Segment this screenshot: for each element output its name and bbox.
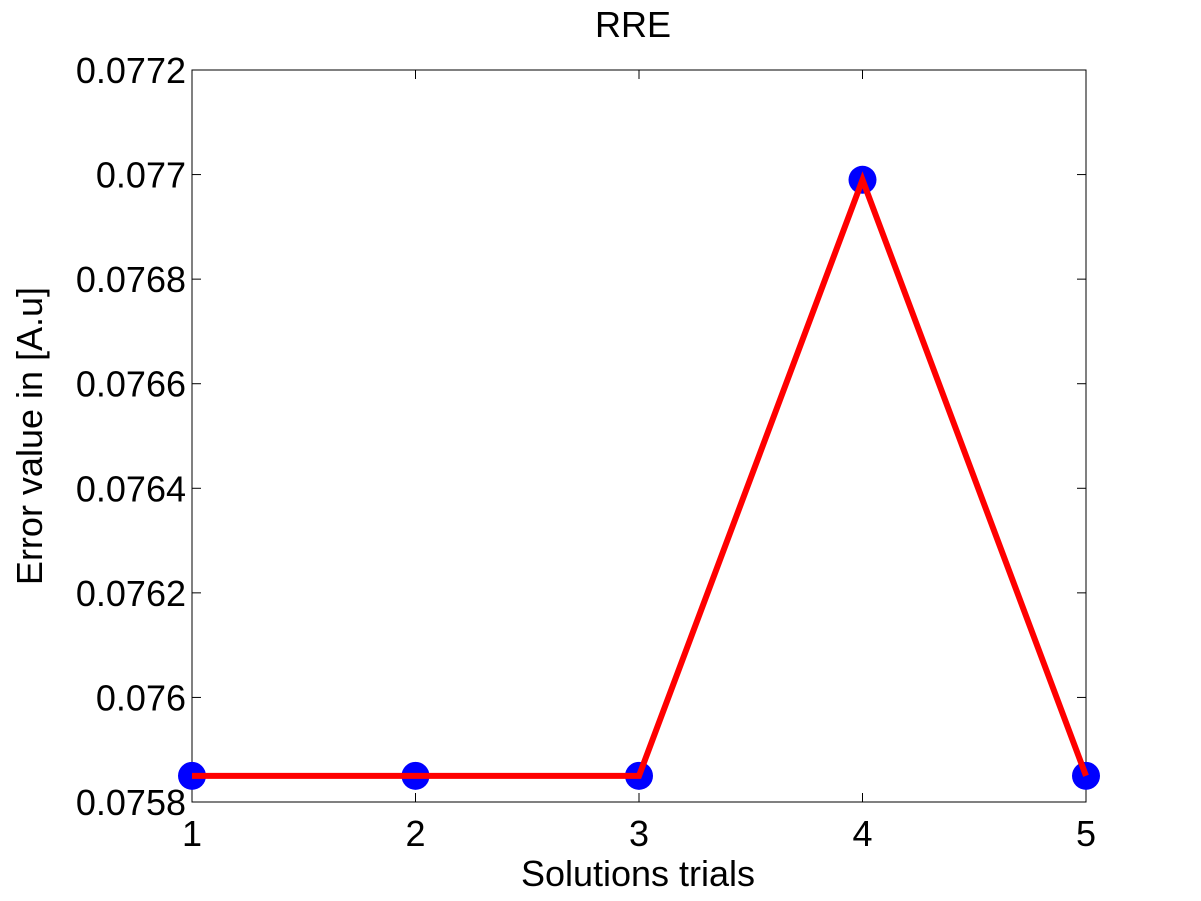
series-line [192, 171, 1089, 779]
y-axis-title: Error value in [A.u] [9, 287, 50, 585]
chart-title: RRE [595, 4, 671, 45]
y-tick-label: 0.0762 [76, 573, 186, 614]
y-tick-label: 0.076 [96, 677, 186, 718]
series-layer [178, 165, 1100, 790]
y-tick-label: 0.0758 [76, 782, 186, 823]
x-tick-label: 4 [852, 813, 872, 854]
x-tick-label: 3 [629, 813, 649, 854]
y-tick-label: 0.077 [96, 155, 186, 196]
y-tick-label: 0.0764 [76, 468, 186, 509]
y-tick-label: 0.0772 [76, 50, 186, 91]
x-tick-label: 1 [182, 813, 202, 854]
x-axis-ticks: 1 2 3 4 5 [182, 70, 1096, 854]
y-tick-label: 0.0768 [76, 259, 186, 300]
x-axis-title: Solutions trials [521, 853, 755, 894]
x-tick-label: 2 [405, 813, 425, 854]
y-tick-label: 0.0766 [76, 364, 186, 405]
y-axis-ticks: 0.0758 0.076 0.0762 0.0764 0.0766 0.0768 0.077… [76, 50, 1086, 823]
x-tick-label: 5 [1076, 813, 1096, 854]
